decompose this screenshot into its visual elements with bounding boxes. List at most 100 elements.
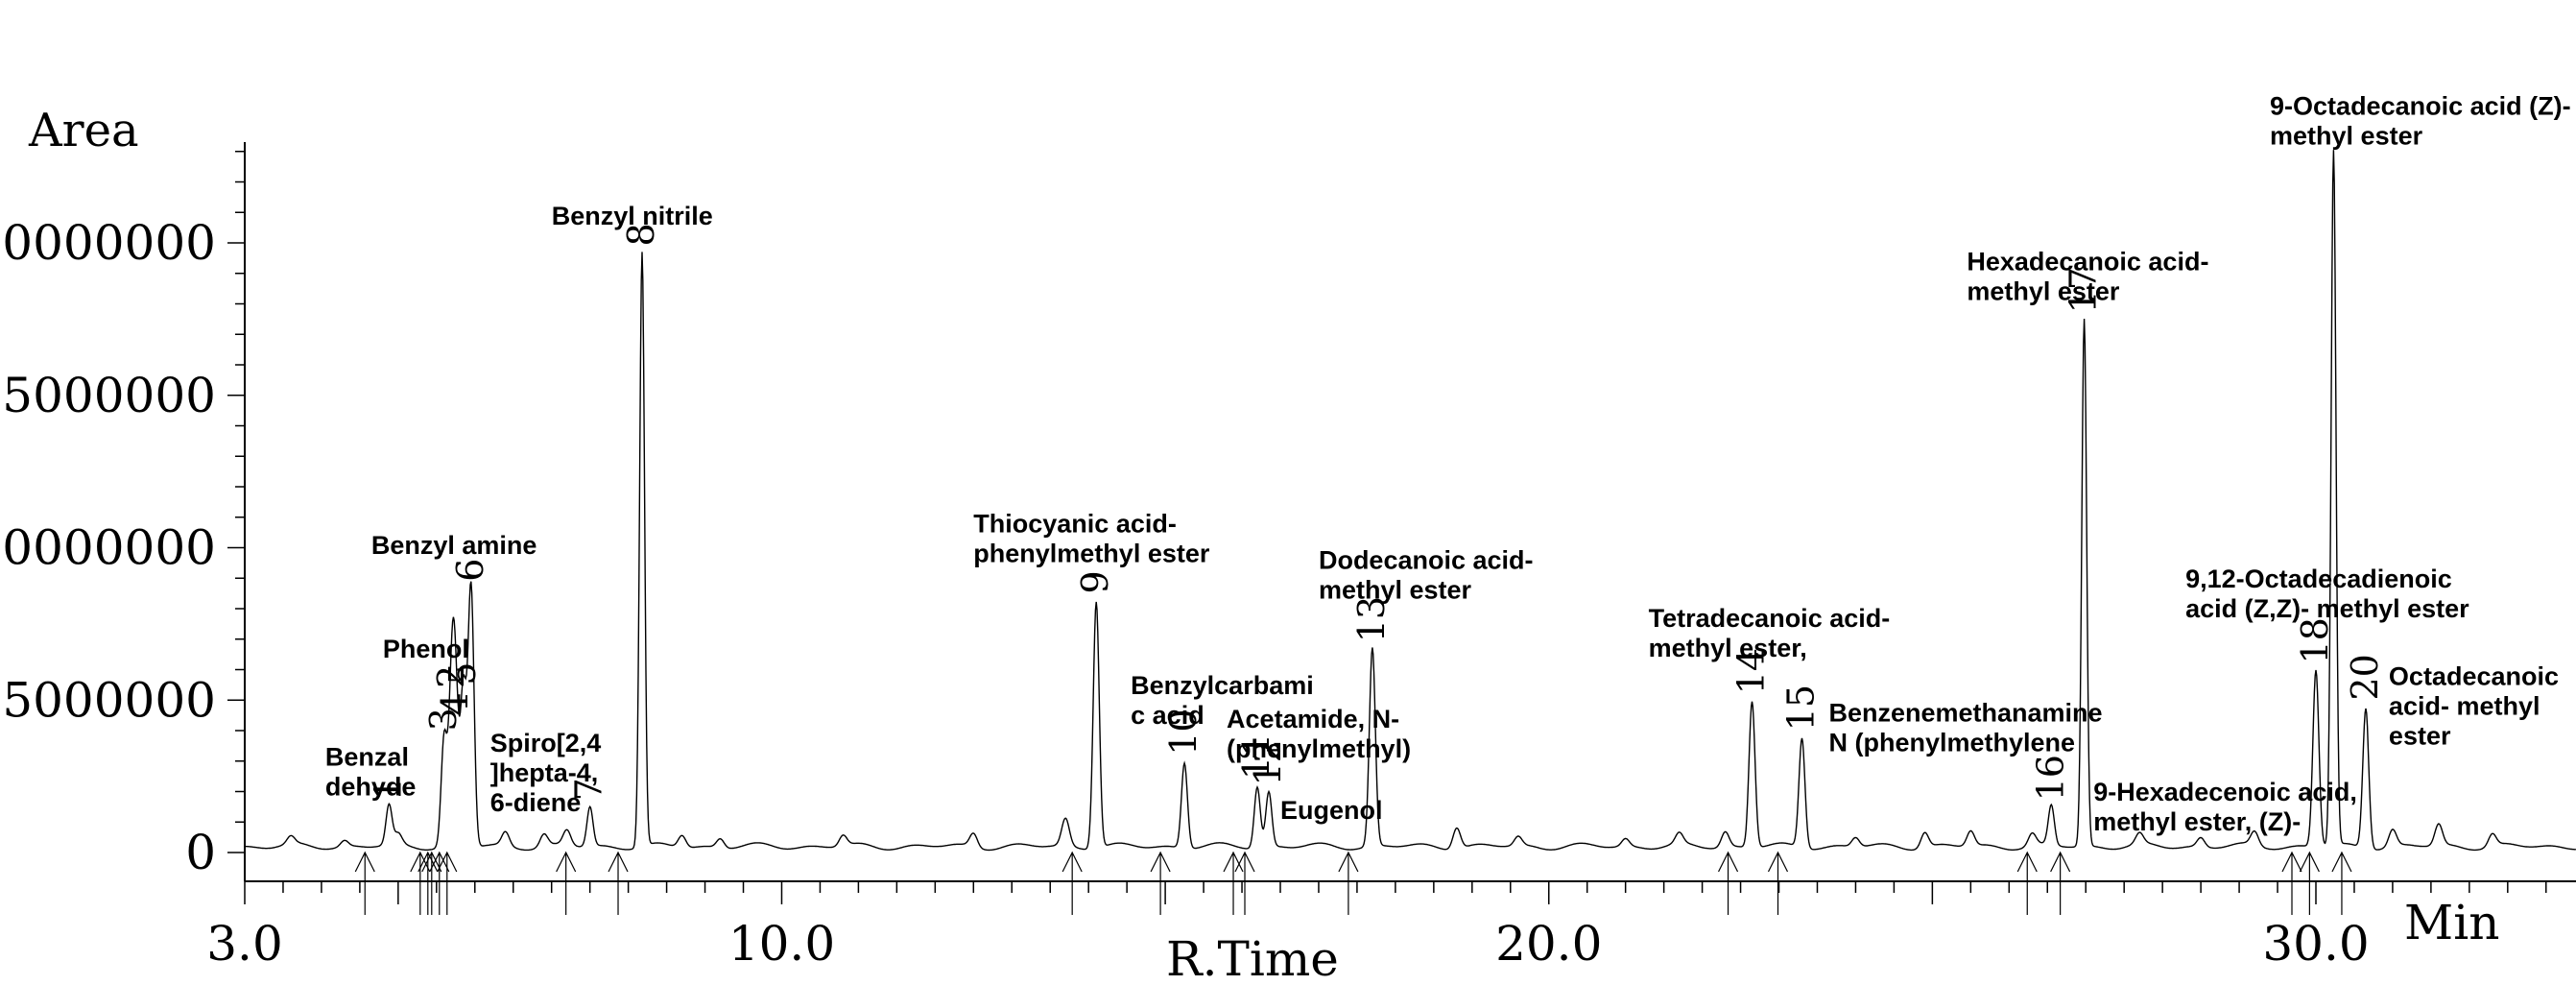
- compound-annotation: Benzylcarbami c acid: [1131, 671, 1314, 730]
- annotation-line: acid- methyl: [2389, 691, 2540, 720]
- peak-label: 10: [1162, 709, 1205, 755]
- peak-label: 6: [449, 559, 491, 582]
- peak-label: 16: [2029, 755, 2071, 801]
- annotation-line: 9-Octadecanoic acid (Z)-: [2270, 92, 2571, 121]
- integration-marker: [1718, 851, 1739, 915]
- compound-annotation: Benzyl amine: [371, 531, 537, 560]
- integration-marker: [608, 851, 629, 915]
- x-axis-unit: Min: [2404, 895, 2499, 950]
- peak-label: 13: [1350, 596, 1393, 642]
- compound-annotation: 9,12-Octadecadienoic acid (Z,Z)- methyl e…: [2185, 565, 2469, 623]
- annotation-line: phenylmethyl ester: [973, 540, 1210, 568]
- integration-marker: [1234, 851, 1255, 915]
- peak-label: 9: [1074, 570, 1116, 593]
- peak-label: 15: [1779, 685, 1822, 731]
- peak-label: 5: [441, 662, 484, 685]
- compound-annotation: Benzyl nitrile: [552, 202, 713, 230]
- integration-marker: [1223, 851, 1244, 915]
- annotation-line: Acetamide, N-: [1227, 705, 1399, 733]
- annotation-line: methyl ester,: [1649, 634, 1807, 662]
- peak-label: 11: [1235, 733, 1277, 780]
- annotation-line: Hexadecanoic acid-: [1967, 248, 2208, 276]
- x-tick-label: 20.0: [1495, 916, 1602, 972]
- annotation-line: Octadecanoic: [2389, 661, 2559, 690]
- annotation-line: acid (Z,Z)- methyl ester: [2185, 594, 2469, 623]
- compound-annotation: 9-Hexadecenoic acid, methyl ester, (Z)-: [2093, 778, 2357, 836]
- annotation-line: 9,12-Octadecadienoic: [2185, 565, 2452, 593]
- compound-annotation: Tetradecanoic acid-methyl ester,: [1649, 604, 1891, 662]
- integration-marker: [556, 851, 577, 915]
- annotation-line: Thiocyanic acid-: [973, 510, 1177, 539]
- y-tick-label: 5000000: [2, 672, 216, 728]
- integration-marker: [2281, 851, 2302, 915]
- annotation-line: Benzylcarbami: [1131, 671, 1314, 700]
- integration-marker: [417, 851, 439, 915]
- annotation-line: Tetradecanoic acid-: [1649, 604, 1891, 633]
- annotation-line: Phenol: [383, 635, 469, 663]
- axes: 0 5000000 10000000 15000000 20000000 3.0 10.0 2…: [0, 142, 2576, 972]
- x-tick-label: 30.0: [2262, 916, 2369, 972]
- annotation-line: Benzenemethanamine: [1828, 698, 2102, 727]
- annotation-line: methyl ester: [1967, 277, 2120, 306]
- peak-label: 12: [1247, 739, 1289, 785]
- integration-marker: [2050, 851, 2071, 915]
- annotation-line: methyl ester, (Z)-: [2093, 807, 2301, 836]
- integration-marker: [354, 851, 375, 915]
- y-tick-label: 20000000: [0, 215, 216, 271]
- y-axis-label: Area: [28, 104, 139, 157]
- annotation-line: Dodecanoic acid-: [1319, 546, 1534, 575]
- compound-annotation: Spiro[2,4]hepta-4, 6-diene: [490, 729, 602, 817]
- annotation-line: c acid: [1131, 701, 1205, 730]
- integration-marker: [2016, 851, 2038, 915]
- annotation-line: (phenylmethyl): [1227, 734, 1411, 763]
- compound-annotation: Acetamide, N-(phenylmethyl): [1227, 705, 1411, 763]
- trace-layer: [245, 150, 2576, 852]
- annotation-line: dehyde: [325, 773, 417, 802]
- annotation-line: Spiro[2,4: [490, 729, 602, 757]
- peak-label: 20: [2344, 654, 2386, 700]
- compound-annotation: Benzenemethanamine N (phenylmethylene: [1828, 698, 2102, 757]
- integration-marker: [437, 851, 458, 915]
- annotation-line: ]hepta-4,: [490, 758, 599, 787]
- peak-label: 8: [620, 223, 662, 246]
- compound-annotation: Octadecanoic acid- methyl ester: [2389, 661, 2559, 750]
- integration-marker: [429, 851, 450, 915]
- compound-annotation: Phenol: [383, 635, 469, 663]
- integration-marker: [2331, 851, 2352, 915]
- y-tick-label: 10000000: [0, 520, 216, 576]
- annotation-line: Benzyl amine: [371, 531, 537, 560]
- peak-label: 7: [568, 778, 610, 801]
- peak-label: 1: [367, 778, 409, 801]
- annotation-line: 9-Hexadecenoic acid,: [2093, 778, 2357, 806]
- peak-label: 17: [2063, 267, 2105, 313]
- integration-marker: [2299, 851, 2320, 915]
- y-tick-label: 0: [185, 825, 216, 880]
- annotation-line: ester: [2389, 721, 2451, 750]
- peak-label: 2: [430, 665, 472, 688]
- compound-annotation: Hexadecanoic acid-methyl ester: [1967, 248, 2208, 306]
- integration-marker: [1767, 851, 1789, 915]
- integration-marker: [1338, 851, 1359, 915]
- annotation-line: Benzyl nitrile: [552, 202, 713, 230]
- integration-marker: [421, 851, 442, 915]
- annotation-line: Eugenol: [1280, 796, 1383, 825]
- annotation-line: Benzal: [325, 743, 409, 772]
- annotation-line: 6-diene: [490, 788, 582, 817]
- peak-label: 3: [422, 708, 465, 731]
- integration-marker: [1061, 851, 1083, 915]
- x-tick-label: 3.0: [206, 916, 283, 972]
- compound-annotation: Dodecanoic acid-methyl ester: [1319, 546, 1534, 605]
- annotation-line: methyl ester: [1319, 576, 1472, 605]
- annotation-line: N (phenylmethylene: [1828, 728, 2075, 757]
- chromatogram-trace: [245, 150, 2576, 852]
- x-tick-label: 10.0: [728, 916, 835, 972]
- integration-marker: [410, 851, 431, 915]
- compound-annotation: 9-Octadecanoic acid (Z)-methyl ester: [2270, 92, 2571, 151]
- y-tick-label: 15000000: [0, 368, 216, 423]
- peak-label: 18: [2294, 617, 2336, 663]
- compound-annotation: Thiocyanic acid-phenylmethyl ester: [973, 510, 1210, 568]
- x-axis-label: R.Time: [1166, 931, 1339, 985]
- peak-label: 14: [1730, 648, 1773, 694]
